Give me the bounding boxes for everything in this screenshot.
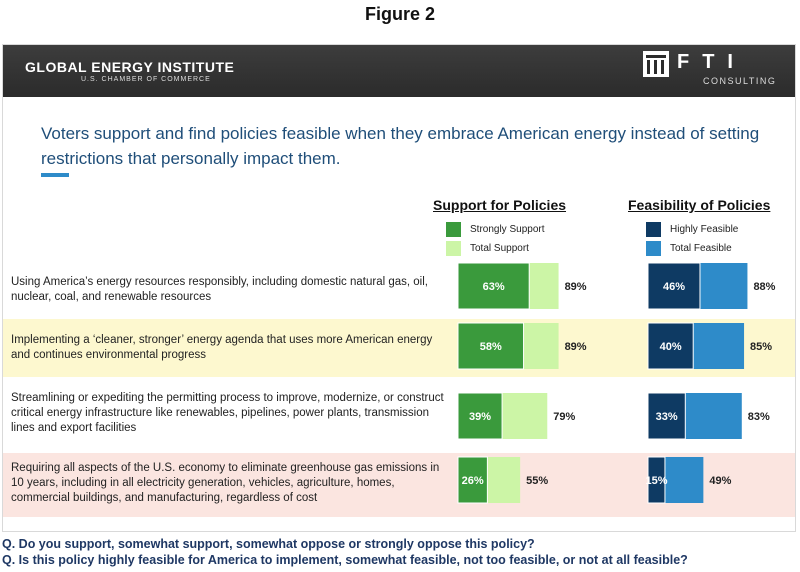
legend-swatch-highly-feasible [646, 222, 661, 237]
question-support: Q. Do you support, somewhat support, som… [2, 537, 535, 551]
header-band: GLOBAL ENERGY INSTITUTE U.S. CHAMBER OF … [3, 45, 795, 97]
legend-label-strongly-support: Strongly Support [470, 224, 545, 235]
support-chart-title: Support for Policies [433, 197, 567, 213]
legend-swatch-total-support [446, 241, 461, 256]
figure-title: Figure 2 [364, 4, 435, 24]
feasibility-inner-value-label: 46% [663, 281, 685, 293]
headline-accent [41, 173, 69, 177]
legend-label-total-feasible: Total Feasible [670, 243, 732, 254]
legend-swatch-total-feasible [646, 241, 661, 256]
chart-slide: GLOBAL ENERGY INSTITUTE U.S. CHAMBER OF … [2, 44, 796, 532]
feasibility-inner-value-label: 40% [660, 341, 682, 353]
support-total-value-label: 89% [565, 341, 587, 353]
support-inner-value-label: 58% [480, 341, 502, 353]
support-inner-bar [457, 262, 530, 310]
feasibility-total-value-label: 85% [750, 341, 772, 353]
feasibility-inner-bar [647, 392, 686, 440]
feasibility-inner-value-label: 33% [656, 411, 678, 423]
legend-label-total-support: Total Support [470, 243, 529, 254]
fti-logo-sub: CONSULTING [703, 76, 777, 86]
legend-swatch-strongly-support [446, 222, 461, 237]
gei-logo-sub: U.S. CHAMBER OF COMMERCE [81, 76, 211, 83]
fti-logo: FTI [677, 51, 746, 73]
headline: Voters support and find policies feasibl… [41, 124, 760, 168]
support-inner-bar [457, 322, 525, 370]
policy-label: Streamlining or expediting the permittin… [11, 392, 444, 434]
support-inner-value-label: 26% [462, 475, 484, 487]
feasibility-inner-bar [647, 322, 694, 370]
fti-logo-mark [643, 51, 669, 77]
support-total-value-label: 79% [553, 411, 575, 423]
support-total-value-label: 55% [526, 475, 548, 487]
bar-chart-area: 63% 89% 58% 89% 39% 79% 26% 55% 46% 88% 40% 85% 33% 8… [457, 262, 776, 504]
feasibility-total-value-label: 49% [709, 475, 731, 487]
legend-label-highly-feasible: Highly Feasible [670, 224, 739, 235]
support-total-value-label: 89% [565, 281, 587, 293]
gei-logo: GLOBAL ENERGY INSTITUTE [25, 59, 235, 75]
feasibility-chart-title: Feasibility of Policies [628, 197, 771, 213]
feasibility-total-value-label: 88% [753, 281, 775, 293]
support-inner-bar [457, 456, 488, 504]
question-notes: Q. Do you support, somewhat support, som… [2, 536, 688, 568]
support-inner-value-label: 39% [469, 411, 491, 423]
policy-label: Implementing a ‘cleaner, stronger’ energ… [11, 334, 433, 361]
feasibility-inner-value-label: 15% [645, 475, 667, 487]
support-inner-bar [457, 392, 503, 440]
feasibility-total-value-label: 83% [748, 411, 770, 423]
support-inner-value-label: 63% [483, 281, 505, 293]
question-feasibility: Q. Is this policy highly feasible for Am… [2, 553, 688, 567]
policy-label: Using America’s energy resources respons… [11, 276, 428, 303]
feasibility-inner-bar [647, 456, 666, 504]
policy-label: Requiring all aspects of the U.S. econom… [11, 462, 440, 504]
feasibility-inner-bar [647, 262, 701, 310]
